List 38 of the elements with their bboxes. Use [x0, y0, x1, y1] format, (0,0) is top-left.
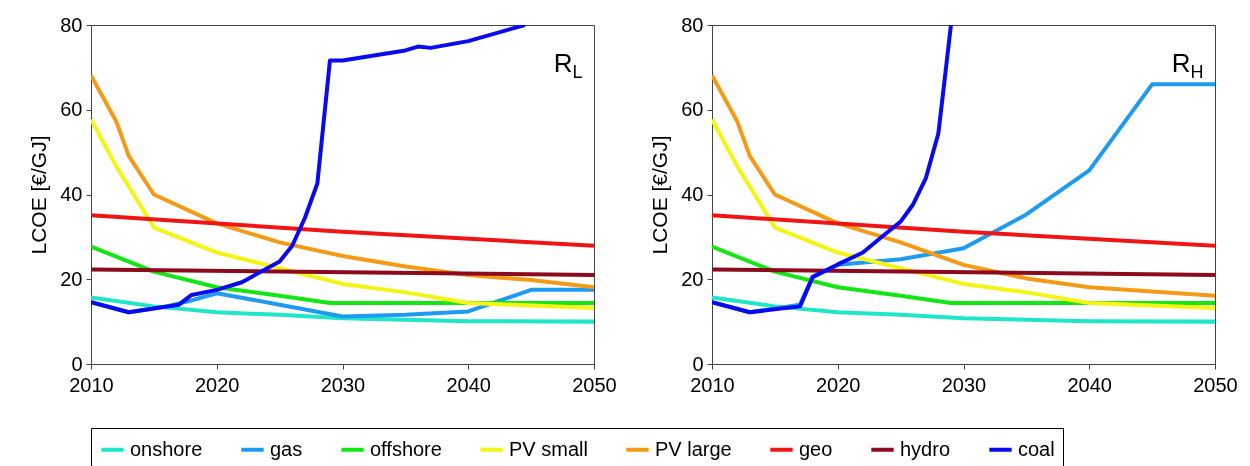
y-tick-label: 0: [692, 352, 704, 375]
legend-label: PV large: [655, 437, 732, 460]
y-tick-label: 0: [71, 352, 83, 375]
y-axis-title: LCOE [€/GJ]: [648, 135, 672, 255]
x-tick-label: 2010: [690, 373, 735, 396]
x-tick-label: 2050: [1193, 373, 1238, 396]
annotation: R$_{L}$: [553, 47, 583, 83]
y-axis-title: LCOE [€/GJ]: [27, 135, 51, 255]
y-tick-label: 60: [60, 98, 83, 121]
line-series: [712, 25, 953, 315]
y-tick-label: 80: [681, 13, 704, 36]
line-series: [91, 117, 594, 311]
line-series: [712, 295, 1215, 324]
legend-label: coal: [1018, 437, 1055, 460]
x-tick-label: 2010: [69, 373, 114, 396]
x-tick-label: 2040: [446, 373, 491, 396]
x-tick-label: 2040: [1067, 373, 1112, 396]
line-series: [91, 295, 594, 324]
y-tick-label: 20: [60, 267, 83, 290]
legend-label: offshore: [370, 437, 442, 460]
line-series: [91, 25, 527, 315]
y-tick-label: 20: [681, 267, 704, 290]
x-tick-label: 2030: [941, 373, 987, 396]
x-tick-label: 2020: [195, 373, 240, 396]
y-tick-label: 40: [681, 183, 704, 205]
y-tick-label: 80: [60, 13, 83, 36]
y-tick-label: 60: [681, 98, 704, 121]
legend-label: PV small: [509, 437, 588, 460]
x-tick-label: 2020: [816, 373, 861, 396]
line-series: [712, 117, 1215, 311]
y-tick-label: 40: [60, 183, 83, 205]
legend-label: gas: [270, 437, 303, 460]
legend-label: geo: [799, 437, 833, 460]
annotation: R$_{H}$: [1171, 47, 1204, 83]
x-tick-label: 2050: [572, 373, 617, 396]
x-tick-label: 2030: [320, 373, 366, 396]
legend-label: hydro: [900, 437, 951, 460]
legend-label: onshore: [130, 437, 203, 460]
